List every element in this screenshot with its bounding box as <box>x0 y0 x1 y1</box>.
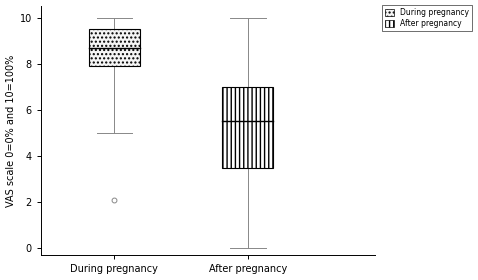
Bar <box>89 29 140 66</box>
Bar <box>222 87 273 168</box>
Legend: During pregnancy, After pregnancy: During pregnancy, After pregnancy <box>382 5 472 31</box>
Y-axis label: VAS scale 0=0% and 10=100%: VAS scale 0=0% and 10=100% <box>6 55 16 207</box>
